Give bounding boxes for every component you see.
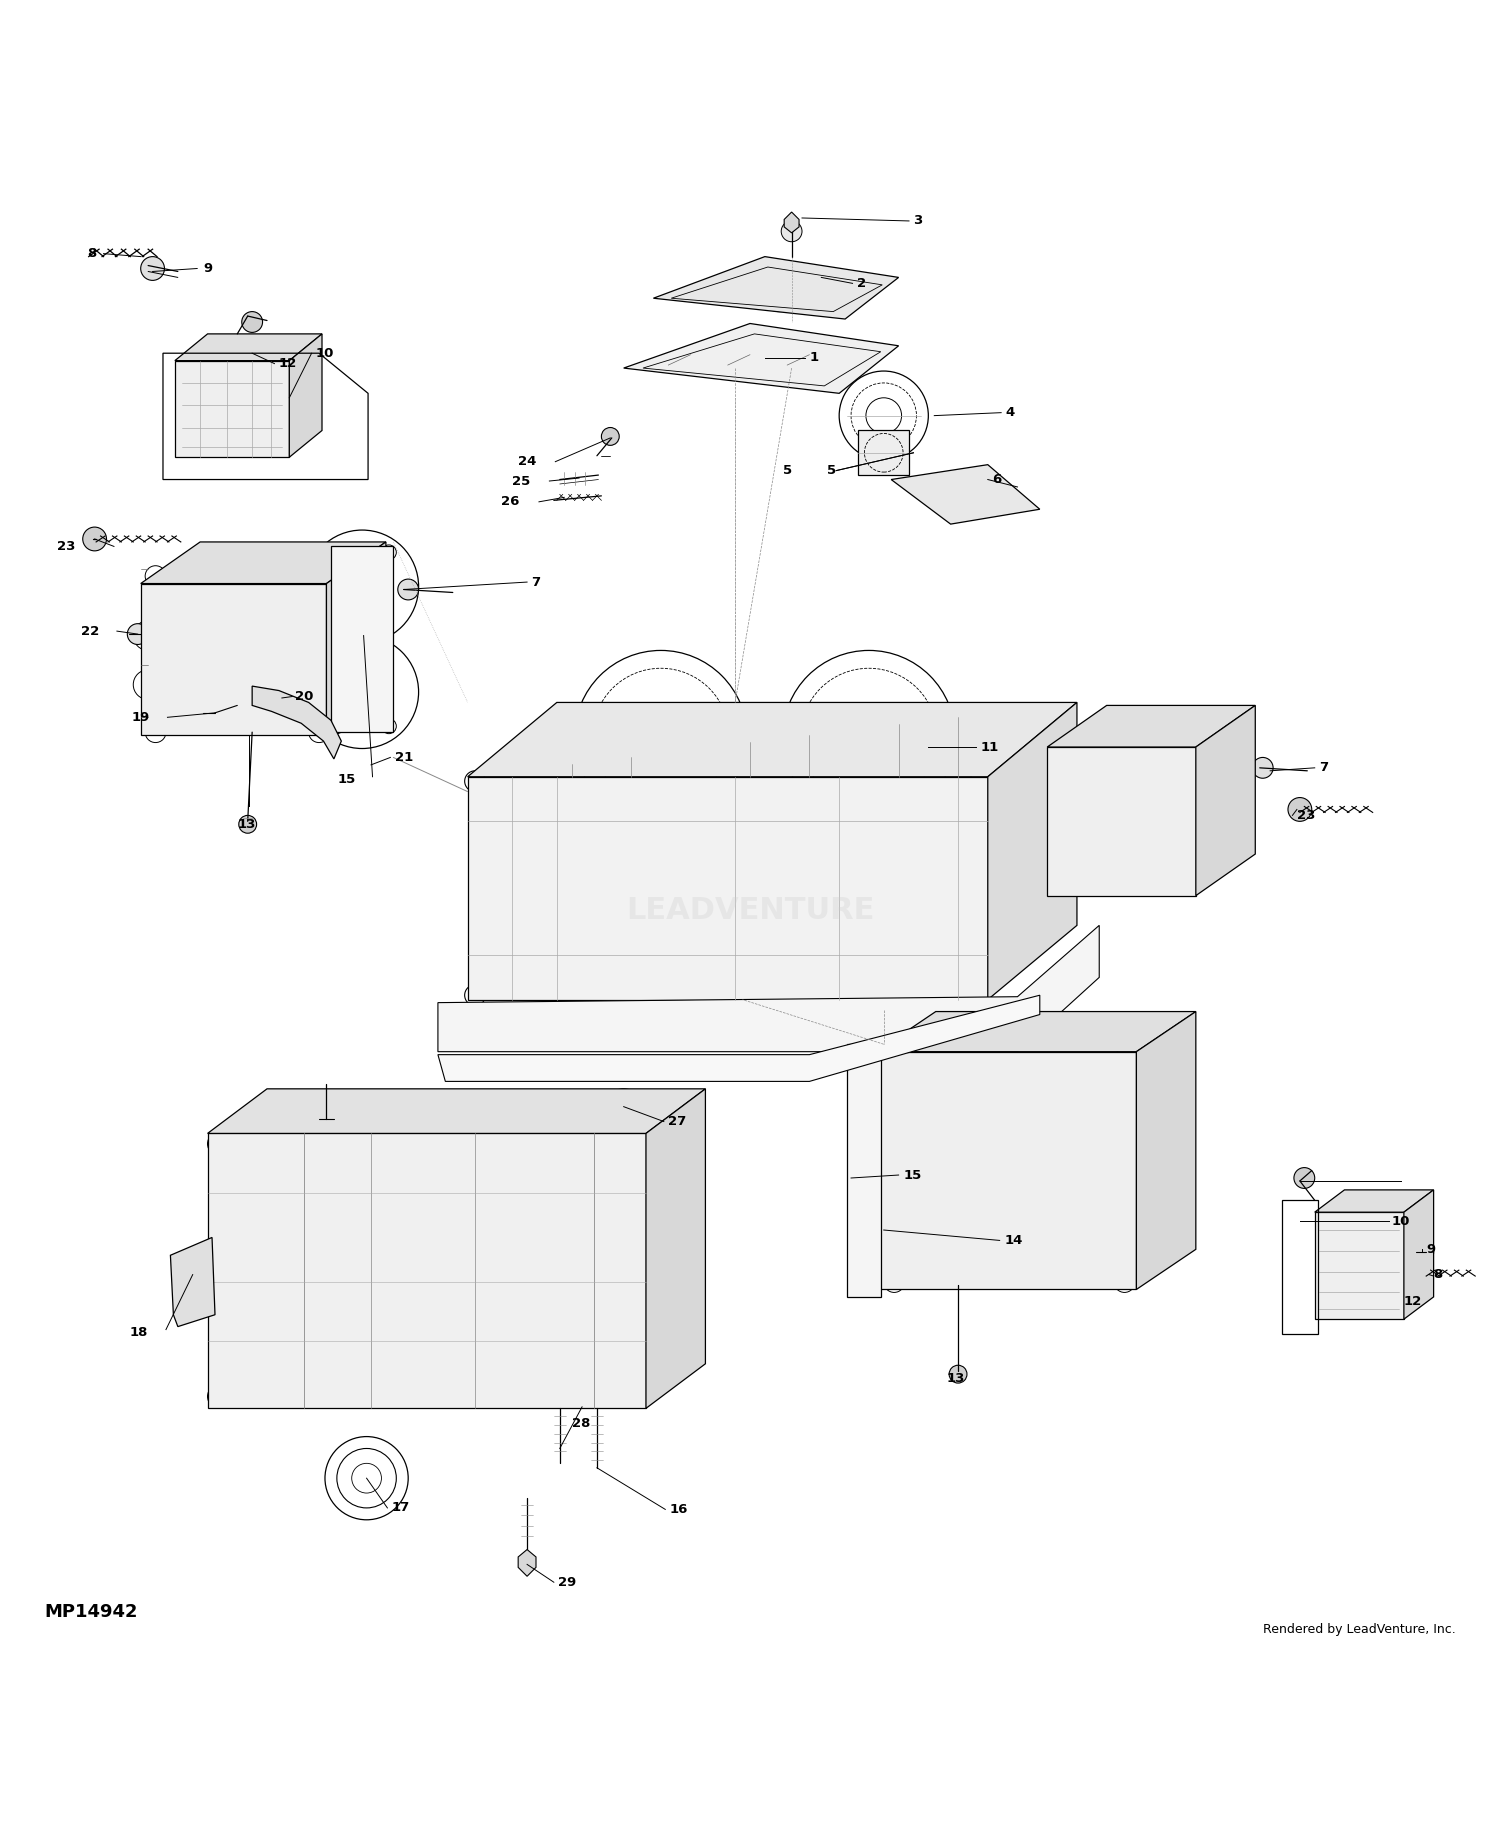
Text: 26: 26	[501, 495, 519, 508]
Circle shape	[606, 1089, 642, 1125]
Text: 24: 24	[518, 455, 536, 468]
Polygon shape	[141, 583, 327, 736]
Polygon shape	[176, 333, 322, 361]
Text: Rendered by LeadVenture, Inc.: Rendered by LeadVenture, Inc.	[1263, 1623, 1456, 1635]
Text: 3: 3	[914, 215, 922, 228]
Text: 1: 1	[810, 351, 819, 364]
Polygon shape	[784, 211, 800, 233]
Polygon shape	[438, 925, 1100, 1053]
Polygon shape	[1314, 1189, 1434, 1213]
Text: 21: 21	[394, 750, 412, 765]
Polygon shape	[468, 778, 988, 1000]
Circle shape	[1252, 758, 1274, 778]
Text: 12: 12	[1404, 1295, 1422, 1307]
Text: 9: 9	[202, 262, 211, 275]
Polygon shape	[207, 1089, 705, 1133]
Polygon shape	[207, 1133, 646, 1408]
Polygon shape	[1047, 705, 1256, 747]
Text: 15: 15	[903, 1169, 921, 1182]
Polygon shape	[141, 543, 386, 583]
Circle shape	[242, 311, 262, 333]
Polygon shape	[332, 546, 393, 732]
Circle shape	[602, 428, 619, 446]
Text: 9: 9	[1426, 1244, 1436, 1256]
Text: 16: 16	[669, 1502, 688, 1515]
Polygon shape	[1047, 747, 1196, 896]
Circle shape	[238, 816, 256, 834]
Text: 15: 15	[338, 774, 356, 787]
Text: 4: 4	[1005, 406, 1016, 419]
Circle shape	[950, 1366, 968, 1384]
Text: 23: 23	[57, 539, 75, 554]
Polygon shape	[518, 1550, 536, 1577]
Polygon shape	[624, 324, 898, 393]
Text: 7: 7	[531, 575, 540, 588]
Text: 22: 22	[81, 625, 99, 637]
Polygon shape	[327, 543, 386, 736]
Text: MP14942: MP14942	[44, 1602, 138, 1621]
Polygon shape	[846, 1043, 880, 1297]
Polygon shape	[252, 687, 342, 759]
Circle shape	[82, 526, 106, 552]
Polygon shape	[468, 703, 1077, 778]
Polygon shape	[646, 1089, 705, 1408]
Circle shape	[1410, 1240, 1434, 1264]
Polygon shape	[438, 996, 1040, 1082]
Text: 10: 10	[1392, 1215, 1410, 1227]
Text: 8: 8	[1434, 1267, 1443, 1282]
Text: 14: 14	[1004, 1235, 1023, 1247]
Text: 25: 25	[512, 475, 530, 488]
Text: LEADVENTURE: LEADVENTURE	[626, 896, 874, 925]
Circle shape	[202, 697, 232, 728]
Polygon shape	[171, 1238, 214, 1328]
Circle shape	[1288, 798, 1311, 821]
Text: 17: 17	[392, 1502, 410, 1515]
Text: 13: 13	[237, 818, 255, 830]
Text: 18: 18	[129, 1326, 149, 1338]
Text: 5: 5	[783, 464, 792, 477]
Text: 28: 28	[572, 1417, 590, 1429]
Text: 8: 8	[87, 248, 96, 260]
Text: 23: 23	[1298, 809, 1316, 821]
Polygon shape	[290, 333, 322, 457]
Text: 2: 2	[856, 277, 865, 290]
Text: 5: 5	[827, 464, 836, 477]
Circle shape	[318, 1109, 336, 1125]
Circle shape	[1294, 1167, 1314, 1189]
Polygon shape	[1196, 705, 1256, 896]
Text: 20: 20	[296, 690, 314, 703]
Text: 10: 10	[316, 346, 334, 361]
Polygon shape	[1137, 1011, 1196, 1289]
Bar	[858, 430, 909, 475]
Circle shape	[128, 623, 148, 645]
Polygon shape	[654, 257, 898, 319]
Circle shape	[141, 257, 165, 280]
Text: 27: 27	[669, 1114, 687, 1127]
Circle shape	[782, 220, 802, 242]
Text: 11: 11	[981, 741, 999, 754]
Text: 7: 7	[1318, 761, 1329, 774]
Polygon shape	[988, 703, 1077, 1000]
Polygon shape	[176, 361, 290, 457]
Text: 12: 12	[279, 357, 297, 370]
Polygon shape	[891, 464, 1040, 524]
Polygon shape	[1314, 1213, 1404, 1318]
Circle shape	[398, 579, 418, 599]
Text: 19: 19	[132, 710, 150, 723]
Text: 13: 13	[946, 1373, 964, 1386]
Polygon shape	[876, 1053, 1137, 1289]
Text: 6: 6	[992, 473, 1002, 486]
Polygon shape	[876, 1011, 1196, 1053]
Text: 29: 29	[558, 1575, 576, 1588]
Polygon shape	[1404, 1189, 1434, 1318]
